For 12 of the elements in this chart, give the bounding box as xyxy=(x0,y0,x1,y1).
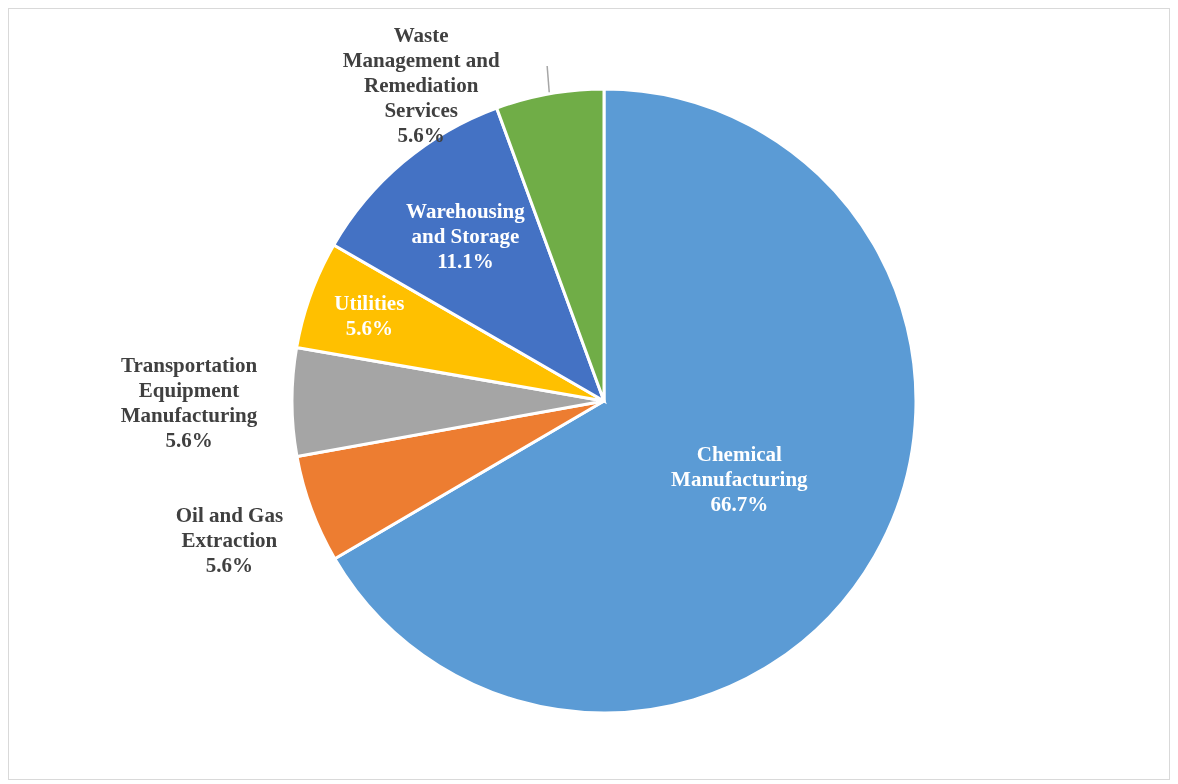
data-label: 5.6% xyxy=(397,123,445,148)
slice-label: Waste Management and Remediation Services xyxy=(342,23,500,123)
data-label: 5.6% xyxy=(165,427,213,452)
data-label: 66.7% xyxy=(710,491,769,516)
data-label: 5.6% xyxy=(205,552,254,577)
slice-label: Transportation Equipment Manufacturing xyxy=(120,352,258,427)
slice-label: Oil and Gas Extraction xyxy=(175,502,284,552)
slice-label: Chemical Manufacturing xyxy=(671,441,809,491)
slice-label: Utilities xyxy=(334,291,405,316)
slice-label: Warehousing and Storage xyxy=(406,199,526,249)
data-label: 11.1% xyxy=(437,249,494,274)
data-label: 5.6% xyxy=(345,316,393,341)
